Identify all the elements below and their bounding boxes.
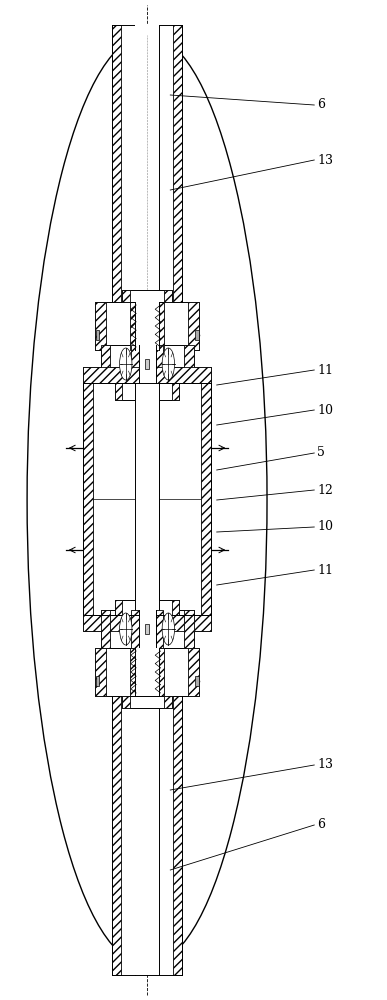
- Bar: [122, 696, 172, 708]
- Ellipse shape: [27, 35, 267, 965]
- Text: 6: 6: [317, 99, 325, 111]
- Bar: [173, 25, 182, 330]
- Bar: [130, 302, 164, 350]
- Text: 11: 11: [317, 363, 333, 376]
- Bar: [115, 383, 122, 400]
- Text: 5: 5: [317, 446, 325, 460]
- Bar: [173, 663, 182, 975]
- Bar: [95, 302, 199, 350]
- Bar: [101, 610, 110, 648]
- Text: 13: 13: [317, 758, 333, 772]
- Circle shape: [162, 613, 175, 645]
- Bar: [135, 383, 159, 615]
- Bar: [188, 648, 199, 696]
- Bar: [96, 330, 99, 340]
- Bar: [131, 610, 139, 648]
- Bar: [195, 676, 199, 686]
- Bar: [115, 600, 122, 615]
- Bar: [83, 367, 211, 383]
- Text: 11: 11: [317, 564, 333, 576]
- Bar: [139, 610, 156, 648]
- Bar: [184, 345, 194, 383]
- Circle shape: [120, 613, 132, 645]
- Bar: [131, 345, 139, 383]
- Bar: [172, 600, 179, 615]
- Bar: [156, 345, 163, 383]
- Bar: [145, 359, 149, 369]
- Bar: [122, 290, 172, 302]
- Bar: [93, 383, 201, 615]
- Bar: [96, 676, 99, 686]
- Bar: [201, 383, 211, 615]
- Bar: [145, 624, 149, 634]
- Bar: [172, 383, 179, 400]
- Text: 10: 10: [317, 403, 333, 416]
- Bar: [135, 663, 159, 975]
- Bar: [83, 367, 211, 383]
- Bar: [139, 345, 156, 383]
- Bar: [83, 383, 93, 615]
- Bar: [95, 302, 106, 350]
- Bar: [95, 648, 106, 696]
- Text: 10: 10: [317, 520, 333, 534]
- Bar: [135, 648, 159, 696]
- Bar: [95, 648, 199, 696]
- Text: 12: 12: [317, 484, 333, 496]
- Bar: [195, 330, 199, 340]
- Bar: [122, 290, 130, 302]
- Text: 6: 6: [317, 818, 325, 832]
- Bar: [135, 302, 159, 350]
- Bar: [112, 663, 182, 975]
- Bar: [122, 696, 130, 708]
- Text: 13: 13: [317, 153, 333, 166]
- Bar: [115, 383, 179, 400]
- Bar: [184, 610, 194, 648]
- Bar: [112, 25, 182, 330]
- Circle shape: [162, 348, 175, 380]
- Bar: [156, 610, 163, 648]
- Bar: [83, 615, 211, 631]
- Bar: [101, 345, 110, 383]
- Bar: [135, 383, 136, 615]
- Bar: [101, 345, 194, 383]
- Bar: [112, 663, 121, 975]
- Circle shape: [120, 348, 132, 380]
- Bar: [83, 615, 211, 631]
- Bar: [115, 600, 179, 615]
- Bar: [164, 696, 172, 708]
- Bar: [188, 302, 199, 350]
- Bar: [112, 25, 121, 330]
- Bar: [83, 383, 211, 615]
- Bar: [135, 25, 159, 330]
- Bar: [101, 610, 194, 648]
- Bar: [164, 290, 172, 302]
- Bar: [158, 383, 159, 615]
- Bar: [130, 648, 164, 696]
